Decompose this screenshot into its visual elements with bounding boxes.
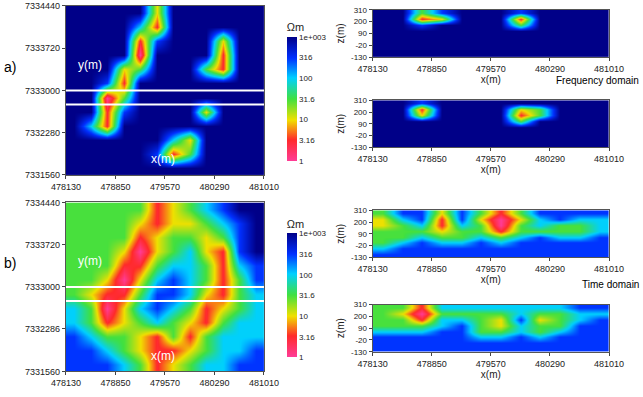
svg-text:z(m): z(m) bbox=[335, 318, 346, 338]
svg-text:310: 310 bbox=[354, 300, 368, 309]
svg-text:90: 90 bbox=[358, 120, 367, 129]
svg-text:479570: 479570 bbox=[476, 154, 506, 164]
svg-text:10: 10 bbox=[299, 312, 308, 321]
svg-text:200: 200 bbox=[354, 17, 368, 26]
svg-text:100: 100 bbox=[299, 271, 313, 280]
svg-text:478130: 478130 bbox=[358, 359, 388, 369]
svg-text:90: 90 bbox=[358, 230, 367, 239]
svg-text:479570: 479570 bbox=[476, 264, 506, 274]
svg-text:x(m): x(m) bbox=[151, 152, 175, 166]
svg-text:a): a) bbox=[4, 59, 16, 75]
svg-text:480290: 480290 bbox=[535, 64, 565, 74]
svg-text:480290: 480290 bbox=[199, 182, 229, 192]
svg-text:7334440: 7334440 bbox=[25, 198, 60, 208]
svg-text:480290: 480290 bbox=[535, 359, 565, 369]
svg-text:3.16: 3.16 bbox=[299, 333, 315, 342]
svg-text:481010: 481010 bbox=[594, 64, 624, 74]
svg-text:7333000: 7333000 bbox=[25, 86, 60, 96]
svg-text:90: 90 bbox=[358, 324, 367, 333]
svg-text:7333720: 7333720 bbox=[25, 43, 60, 53]
svg-text:Ωm: Ωm bbox=[287, 21, 304, 33]
svg-text:481010: 481010 bbox=[249, 182, 279, 192]
svg-text:-20: -20 bbox=[355, 336, 367, 345]
svg-text:310: 310 bbox=[354, 206, 368, 215]
svg-text:478130: 478130 bbox=[51, 182, 81, 192]
svg-text:100: 100 bbox=[299, 74, 313, 83]
svg-text:-20: -20 bbox=[355, 41, 367, 50]
svg-text:481010: 481010 bbox=[594, 264, 624, 274]
svg-text:7332286: 7332286 bbox=[25, 324, 60, 334]
svg-text:7332280: 7332280 bbox=[25, 128, 60, 138]
svg-text:-130: -130 bbox=[351, 348, 368, 357]
svg-text:478850: 478850 bbox=[417, 359, 447, 369]
svg-text:z(m): z(m) bbox=[335, 23, 346, 43]
svg-text:7334440: 7334440 bbox=[25, 1, 60, 11]
svg-text:479570: 479570 bbox=[150, 182, 180, 192]
svg-text:90: 90 bbox=[358, 29, 367, 38]
svg-text:478850: 478850 bbox=[100, 378, 130, 388]
svg-text:316: 316 bbox=[299, 250, 313, 259]
svg-text:Time domain: Time domain bbox=[582, 279, 639, 290]
svg-text:479570: 479570 bbox=[150, 378, 180, 388]
svg-text:478130: 478130 bbox=[358, 154, 388, 164]
svg-text:479570: 479570 bbox=[476, 359, 506, 369]
svg-text:478850: 478850 bbox=[417, 264, 447, 274]
svg-text:1: 1 bbox=[299, 157, 304, 166]
svg-text:310: 310 bbox=[354, 6, 368, 15]
svg-text:478130: 478130 bbox=[358, 64, 388, 74]
svg-text:x(m): x(m) bbox=[151, 349, 175, 363]
svg-text:478130: 478130 bbox=[358, 264, 388, 274]
svg-text:Frequency domain: Frequency domain bbox=[556, 75, 639, 86]
svg-text:1e+003: 1e+003 bbox=[299, 33, 326, 42]
svg-text:-20: -20 bbox=[355, 131, 367, 140]
svg-text:7333720: 7333720 bbox=[25, 240, 60, 250]
svg-text:31.6: 31.6 bbox=[299, 291, 315, 300]
svg-text:-130: -130 bbox=[351, 53, 368, 62]
svg-text:478850: 478850 bbox=[417, 64, 447, 74]
svg-text:-20: -20 bbox=[355, 241, 367, 250]
svg-text:200: 200 bbox=[354, 108, 368, 117]
svg-text:1e+003: 1e+003 bbox=[299, 229, 326, 238]
svg-text:x(m): x(m) bbox=[481, 369, 501, 380]
svg-text:b): b) bbox=[4, 255, 16, 271]
svg-text:x(m): x(m) bbox=[481, 274, 501, 285]
svg-text:480290: 480290 bbox=[199, 378, 229, 388]
svg-text:10: 10 bbox=[299, 115, 308, 124]
svg-text:316: 316 bbox=[299, 53, 313, 62]
svg-text:1: 1 bbox=[299, 353, 304, 362]
svg-text:3.16: 3.16 bbox=[299, 136, 315, 145]
svg-text:481010: 481010 bbox=[249, 378, 279, 388]
svg-text:200: 200 bbox=[354, 312, 368, 321]
svg-text:-130: -130 bbox=[351, 253, 368, 262]
svg-text:Ωm: Ωm bbox=[287, 218, 304, 230]
svg-text:7331560: 7331560 bbox=[25, 170, 60, 180]
svg-text:7331560: 7331560 bbox=[25, 367, 60, 377]
svg-text:x(m): x(m) bbox=[481, 164, 501, 175]
svg-text:481010: 481010 bbox=[594, 154, 624, 164]
svg-text:z(m): z(m) bbox=[335, 224, 346, 244]
svg-text:481010: 481010 bbox=[594, 359, 624, 369]
svg-text:200: 200 bbox=[354, 218, 368, 227]
svg-text:478850: 478850 bbox=[417, 154, 447, 164]
svg-text:479570: 479570 bbox=[476, 64, 506, 74]
svg-text:310: 310 bbox=[354, 96, 368, 105]
svg-text:-130: -130 bbox=[351, 143, 368, 152]
svg-text:y(m): y(m) bbox=[78, 254, 102, 268]
svg-text:31.6: 31.6 bbox=[299, 95, 315, 104]
svg-text:z(m): z(m) bbox=[335, 114, 346, 134]
svg-text:x(m): x(m) bbox=[481, 74, 501, 85]
svg-text:480290: 480290 bbox=[535, 154, 565, 164]
svg-text:478850: 478850 bbox=[100, 182, 130, 192]
svg-text:7333000: 7333000 bbox=[25, 282, 60, 292]
svg-text:480290: 480290 bbox=[535, 264, 565, 274]
svg-text:478130: 478130 bbox=[51, 378, 81, 388]
svg-text:y(m): y(m) bbox=[78, 58, 102, 72]
